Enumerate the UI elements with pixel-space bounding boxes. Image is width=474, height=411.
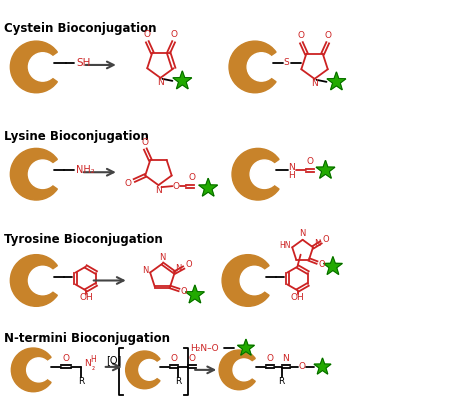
- Text: N: N: [175, 264, 182, 273]
- Text: O: O: [189, 354, 196, 363]
- Text: H: H: [90, 356, 96, 365]
- Text: OH: OH: [291, 293, 304, 302]
- Text: [O]: [O]: [106, 355, 121, 365]
- Text: N: N: [159, 253, 165, 262]
- Text: O: O: [298, 31, 305, 40]
- Circle shape: [27, 358, 51, 382]
- Text: N: N: [157, 79, 164, 87]
- Wedge shape: [126, 351, 160, 389]
- Text: R: R: [175, 377, 182, 386]
- Text: Lysine Bioconjugation: Lysine Bioconjugation: [4, 129, 149, 143]
- Text: N: N: [155, 186, 162, 194]
- Circle shape: [139, 360, 160, 380]
- Text: O: O: [63, 354, 70, 363]
- Text: N: N: [283, 354, 289, 363]
- Text: O: O: [324, 31, 331, 40]
- Polygon shape: [173, 71, 192, 89]
- Text: SH: SH: [77, 58, 91, 68]
- Text: O: O: [323, 235, 329, 244]
- Wedge shape: [229, 41, 276, 93]
- Text: NH₂: NH₂: [75, 165, 94, 175]
- Text: N: N: [288, 163, 295, 172]
- Text: R: R: [279, 377, 285, 386]
- Circle shape: [250, 160, 279, 188]
- Wedge shape: [11, 348, 51, 392]
- Polygon shape: [327, 72, 346, 90]
- Text: O: O: [306, 157, 313, 166]
- Wedge shape: [10, 255, 57, 306]
- Text: N: N: [311, 79, 318, 88]
- Circle shape: [28, 266, 57, 295]
- Text: O: O: [266, 354, 273, 363]
- Text: N: N: [300, 229, 306, 238]
- Text: O: O: [298, 363, 305, 372]
- Text: O: O: [181, 287, 187, 296]
- Text: O: O: [142, 138, 149, 147]
- Text: O: O: [189, 173, 196, 182]
- Text: N: N: [142, 266, 148, 275]
- Text: S: S: [284, 58, 290, 67]
- Text: HN: HN: [280, 241, 291, 250]
- Text: R: R: [78, 377, 84, 386]
- Polygon shape: [185, 285, 204, 303]
- Polygon shape: [323, 256, 342, 275]
- Text: N: N: [314, 239, 320, 248]
- Wedge shape: [10, 148, 57, 200]
- Text: H: H: [288, 171, 295, 180]
- Circle shape: [28, 53, 57, 81]
- Text: O: O: [171, 354, 178, 363]
- Circle shape: [247, 53, 275, 81]
- Polygon shape: [237, 339, 255, 355]
- Circle shape: [233, 359, 255, 381]
- Circle shape: [240, 266, 269, 295]
- Text: O: O: [319, 260, 325, 269]
- Text: Tyrosine Bioconjugation: Tyrosine Bioconjugation: [4, 233, 163, 246]
- Text: O: O: [144, 30, 151, 39]
- Polygon shape: [199, 178, 218, 196]
- Text: OH: OH: [79, 293, 93, 302]
- Text: N: N: [84, 360, 91, 368]
- Wedge shape: [222, 255, 269, 306]
- Text: O: O: [185, 260, 192, 269]
- Wedge shape: [10, 41, 57, 93]
- Wedge shape: [232, 148, 279, 200]
- Polygon shape: [316, 160, 335, 178]
- Text: H₂N–O: H₂N–O: [190, 344, 219, 353]
- Polygon shape: [314, 358, 331, 374]
- Text: O: O: [125, 179, 132, 188]
- Text: Cystein Bioconjugation: Cystein Bioconjugation: [4, 22, 157, 35]
- Text: N-termini Bioconjugation: N-termini Bioconjugation: [4, 332, 170, 345]
- Circle shape: [28, 160, 57, 188]
- Text: ₂: ₂: [91, 363, 94, 372]
- Wedge shape: [219, 350, 255, 390]
- Text: O: O: [170, 30, 177, 39]
- Text: O: O: [173, 182, 180, 191]
